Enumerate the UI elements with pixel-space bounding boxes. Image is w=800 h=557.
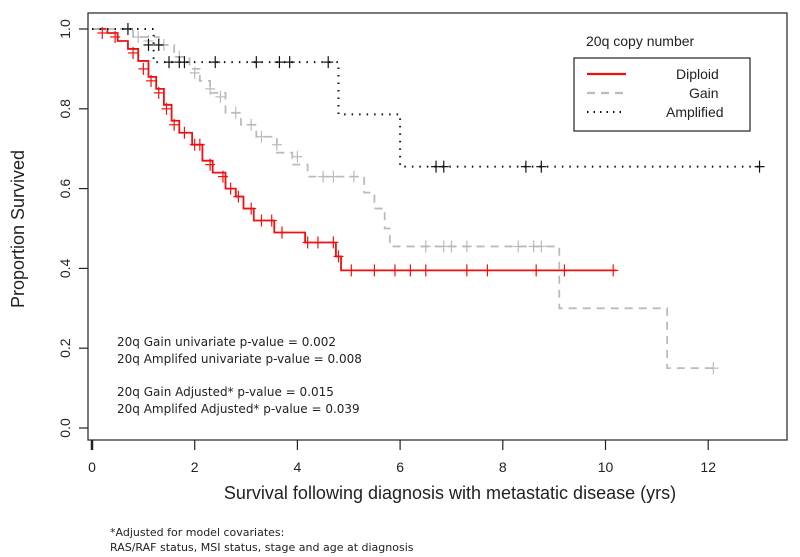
legend-label-gain: Gain — [689, 85, 719, 101]
censor-mark-amplified — [438, 160, 449, 173]
y-tick-label: 0.6 — [57, 179, 73, 199]
censor-mark-diploid — [302, 236, 313, 249]
censor-mark-amplified — [251, 56, 262, 69]
y-tick-label: 0.0 — [57, 418, 73, 438]
censor-mark-gain — [318, 170, 329, 183]
censor-mark-diploid — [153, 86, 164, 99]
x-tick-label: 2 — [191, 459, 199, 475]
censor-mark-amplified — [153, 38, 164, 51]
y-tick-label: 0.2 — [57, 338, 73, 358]
censor-mark-amplified — [284, 56, 295, 69]
censor-mark-diploid — [169, 118, 180, 131]
legend-label-amplified: Amplified — [666, 104, 724, 120]
censor-mark-diploid — [328, 236, 339, 249]
censor-mark-diploid — [110, 30, 121, 43]
censor-mark-diploid — [146, 74, 157, 87]
censor-mark-diploid — [312, 236, 323, 249]
censor-mark-diploid — [531, 264, 542, 277]
censor-mark-amplified — [754, 160, 765, 173]
censor-mark-diploid — [266, 214, 277, 227]
censor-mark-gain — [230, 106, 241, 119]
censor-mark-diploid — [346, 264, 357, 277]
censor-mark-diploid — [128, 46, 139, 59]
x-tick-label: 0 — [88, 459, 96, 475]
annotation-gain-adjusted: 20q Gain Adjusted* p-value = 0.015 — [117, 385, 334, 399]
x-tick-label: 10 — [598, 459, 614, 475]
censor-mark-gain — [536, 240, 547, 253]
censor-mark-diploid — [405, 264, 416, 277]
censor-mark-diploid — [559, 264, 570, 277]
censor-mark-diploid — [369, 264, 380, 277]
y-tick-label: 1.0 — [57, 19, 73, 39]
censor-mark-diploid — [179, 126, 190, 139]
censor-mark-diploid — [461, 264, 472, 277]
y-tick-label: 0.4 — [57, 258, 73, 278]
y-axis-label: Proportion Survived — [8, 150, 28, 308]
x-tick-label: 4 — [294, 459, 302, 475]
censor-mark-gain — [708, 362, 719, 375]
censor-mark-diploid — [276, 226, 287, 239]
censor-mark-gain — [446, 240, 457, 253]
y-tick-label: 0.8 — [57, 99, 73, 119]
censor-mark-gain — [256, 130, 267, 143]
censor-mark-amplified — [122, 23, 133, 35]
censor-mark-amplified — [520, 160, 531, 173]
censor-mark-diploid — [608, 264, 619, 277]
censor-mark-diploid — [97, 26, 108, 39]
censor-mark-amplified — [210, 56, 221, 69]
censor-mark-diploid — [138, 62, 149, 75]
censor-mark-amplified — [274, 56, 285, 69]
censor-mark-gain — [348, 170, 359, 183]
censor-mark-diploid — [205, 158, 216, 171]
annotation-amplified-adjusted: 20q Amplifed Adjusted* p-value = 0.039 — [117, 402, 360, 416]
legend-box — [573, 57, 751, 132]
footnote-line-1: *Adjusted for model covariates: — [110, 526, 284, 539]
censor-mark-diploid — [194, 138, 205, 151]
censor-mark-gain — [271, 138, 282, 151]
censor-mark-gain — [513, 240, 524, 253]
censor-mark-amplified — [536, 160, 547, 173]
censor-mark-diploid — [256, 214, 267, 227]
annotation-amplified-univariate: 20q Amplifed univariate p-value = 0.008 — [117, 352, 362, 366]
censor-mark-gain — [189, 66, 200, 79]
legend-label-diploid: Diploid — [676, 66, 719, 82]
censor-mark-diploid — [233, 190, 244, 203]
censor-mark-diploid — [389, 264, 400, 277]
censor-mark-amplified — [164, 56, 175, 69]
censor-mark-gain — [461, 240, 472, 253]
censor-mark-gain — [420, 240, 431, 253]
x-axis-label: Survival following diagnosis with metast… — [224, 483, 676, 503]
x-tick-label: 8 — [499, 459, 507, 475]
censor-mark-diploid — [217, 170, 228, 183]
x-tick-label: 12 — [700, 459, 716, 475]
censor-mark-gain — [133, 30, 144, 43]
plot-frame — [87, 12, 788, 441]
censor-mark-amplified — [179, 56, 190, 69]
censor-mark-amplified — [323, 56, 334, 69]
censor-mark-gain — [292, 150, 303, 163]
annotation-gain-univariate: 20q Gain univariate p-value = 0.002 — [117, 335, 336, 349]
censor-mark-gain — [205, 82, 216, 95]
censor-mark-diploid — [161, 102, 172, 115]
censor-mark-diploid — [482, 264, 493, 277]
censor-mark-diploid — [246, 202, 257, 215]
censor-mark-gain — [215, 90, 226, 103]
censor-mark-diploid — [225, 182, 236, 195]
censor-mark-diploid — [333, 250, 344, 263]
censor-mark-gain — [328, 170, 339, 183]
x-tick-label: 6 — [396, 459, 404, 475]
censor-mark-gain — [246, 118, 257, 131]
censor-mark-amplified — [143, 38, 154, 51]
survival-curve-diploid — [92, 28, 616, 272]
censor-mark-diploid — [420, 264, 431, 277]
footnote-line-2: RAS/RAF status, MSI status, stage and ag… — [110, 541, 414, 554]
legend-title: 20q copy number — [586, 33, 695, 49]
legend: 20q copy number Diploid Gain Amplified — [573, 33, 751, 132]
